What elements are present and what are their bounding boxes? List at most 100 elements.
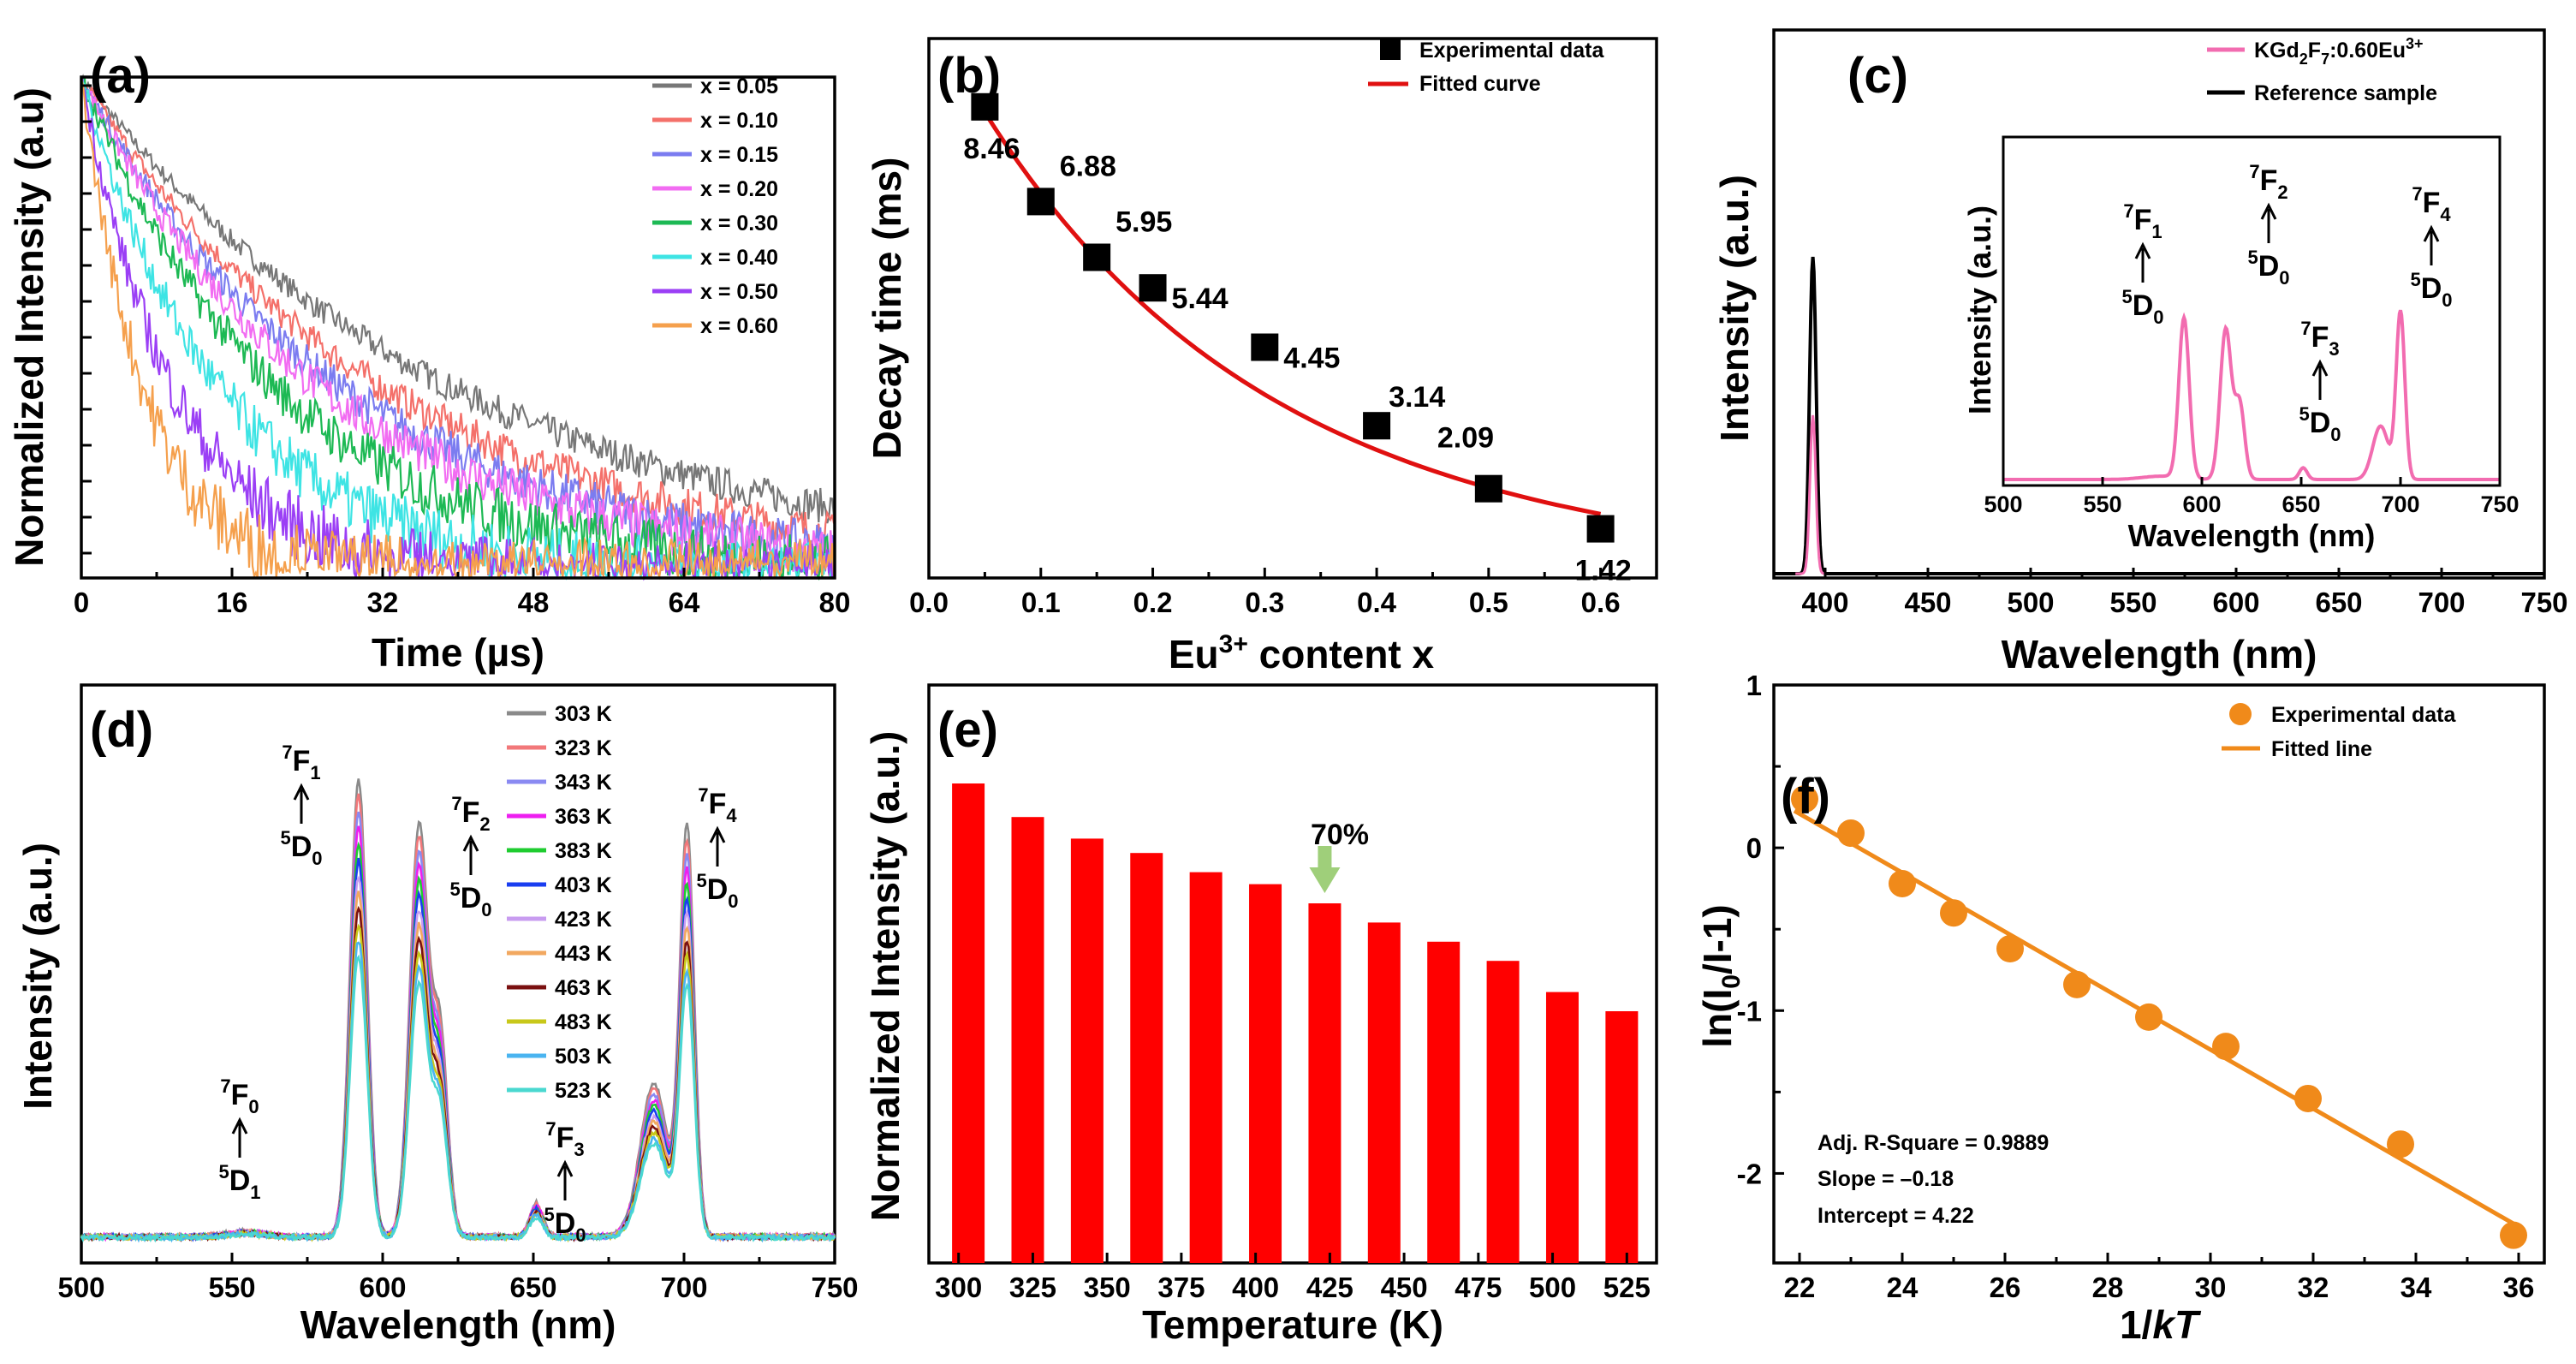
bar [952,783,985,1263]
transition-lower: 5D0 [2247,247,2289,289]
data-point [1474,474,1502,503]
panel-f-xtick-label: 22 [1784,1272,1816,1303]
emission-curve [80,778,836,1242]
data-point [2135,1003,2163,1031]
panel-c-frame [1772,28,2546,580]
legend-label: 303 K [555,702,612,726]
emission-curve [80,941,836,1243]
panel-f-points [1791,785,2527,1249]
data-point [2500,1221,2527,1249]
panel-a-legend: x = 0.05 x = 0.10 x = 0.15 x = 0.20 x = 0.30… [652,74,778,338]
transition-lower: 5D0 [2299,403,2341,445]
panel-c-ylabel: Intensity (a.u.) [1712,175,1757,442]
panel-e-xtick-label: 475 [1455,1272,1502,1303]
data-point [1363,412,1391,440]
panel-b: 8.46 6.88 5.95 5.44 4.45 3.14 2.09 1.42 0.0 0.1 0… [865,37,1658,676]
panel-f-xtick-label: 36 [2503,1272,2535,1303]
data-point [2212,1033,2240,1061]
panel-f-xtick-label: 32 [2298,1272,2329,1303]
panel-c-inset-spectrum [2003,309,2500,481]
transition-upper: 7F2 [2249,161,2287,203]
data-point [971,92,999,121]
panel-c-xtick-label: 550 [2109,587,2157,618]
legend-label: 403 K [555,873,612,897]
legend-label: x = 0.50 [700,280,778,304]
data-point [1251,333,1279,361]
transition-arrow [2311,359,2329,400]
emission-curve [80,923,836,1243]
panel-d-spectra [80,778,836,1243]
panel-f-ytick-label: -2 [1737,1158,1762,1189]
data-label: 8.46 [963,133,1020,165]
panel-c-main-spectrum [1774,256,2544,575]
panel-f-legend-marker [2229,703,2252,725]
transition-upper: 7F4 [2412,183,2451,225]
panel-e-annotation: 70% [1311,819,1369,851]
panel-a-xtick-label: 32 [367,587,399,618]
panel-b-xtick-label: 0.1 [1021,587,1061,618]
transition-upper: 7F1 [2123,200,2162,242]
panel-c-main-spectrum-sample [1795,414,1825,575]
panel-c-inset-xtick-label: 750 [2480,491,2519,517]
data-point [1996,935,2024,963]
panel-d-frame [80,683,836,1265]
transition-lower: 5D0 [544,1204,586,1246]
bar [1189,872,1223,1263]
panel-c-xtick-label: 750 [2520,587,2567,618]
panel-c-inset-xtick-label: 600 [2182,491,2221,517]
panel-d-xtick-label: 750 [811,1272,858,1303]
data-label: 5.95 [1115,206,1172,239]
legend-label: x = 0.30 [700,211,778,235]
data-label: 3.14 [1389,381,1445,414]
panel-c-label: (c) [1847,48,1908,104]
panel-b-legend-fitted: Fitted curve [1419,72,1541,96]
decay-curve [80,73,836,524]
panel-c-inset-transitions: 7F1 5D0 7F2 5D0 7F3 5D0 7F4 5D0 [2121,161,2452,445]
bar [1367,922,1401,1263]
panel-c-xtick-label: 600 [2212,587,2259,618]
panel-f-xtick-label: 26 [1990,1272,2021,1303]
panel-a-xtick-label: 16 [217,587,248,618]
panel-f-legend-experimental: Experimental data [2271,703,2456,727]
panel-e: 300 325 350 375 400 425 450 475 500 525 (e) 70% T… [863,683,1658,1347]
legend-label: 443 K [555,942,612,966]
panel-d-label: (d) [90,702,153,758]
panel-b-ylabel: Decay time (ms) [865,158,909,460]
panel-b-frame [927,37,1658,580]
data-point [1083,243,1111,271]
panel-e-xtick-label: 525 [1603,1272,1651,1303]
panel-c-xtick-label: 450 [1904,587,1951,618]
transition-lower: 5D0 [2410,269,2452,311]
panel-a-xtick-label: 0 [74,587,89,618]
emission-curve [80,954,836,1243]
legend-label: x = 0.40 [700,246,778,270]
panel-e-xtick-label: 350 [1084,1272,1131,1303]
data-label: 6.88 [1060,150,1116,182]
panel-c-inset-xtick-label: 500 [1984,491,2022,517]
data-point [2294,1084,2322,1112]
data-label: 4.45 [1283,342,1340,375]
data-label: 1.42 [1575,555,1632,587]
panel-c-inset-xlabel: Wavelength (nm) [2128,518,2376,553]
panel-d-xtick-label: 700 [660,1272,707,1303]
legend-label: 503 K [555,1045,612,1069]
panel-e-label: (e) [937,702,998,758]
panel-f-label: (f) [1781,769,1830,825]
transition-arrow [231,1117,248,1158]
panel-f-ytick-label: 1 [1746,670,1762,701]
panel-a-xtick-label: 48 [518,587,550,618]
panel-e-xtick-label: 425 [1306,1272,1353,1303]
bar [1427,941,1461,1263]
panel-f-ytick-label: 0 [1746,832,1762,864]
panel-f-xtick-label: 24 [1887,1272,1919,1303]
transition-lower: 5D0 [696,870,738,912]
panel-d-xtick-label: 650 [509,1272,556,1303]
panel-f: 22 24 26 28 30 32 34 36 1 0 -1 -2 (f) Experimental … [1695,670,2546,1347]
panel-c-xtick-label: 700 [2418,587,2465,618]
bar [1605,1011,1639,1263]
panel-b-xtick-label: 0.4 [1357,587,1397,618]
bar [1308,903,1342,1263]
legend-label: 343 K [555,771,612,795]
panel-b-xtick-label: 0.5 [1469,587,1508,618]
transition-arrow [2423,224,2440,265]
